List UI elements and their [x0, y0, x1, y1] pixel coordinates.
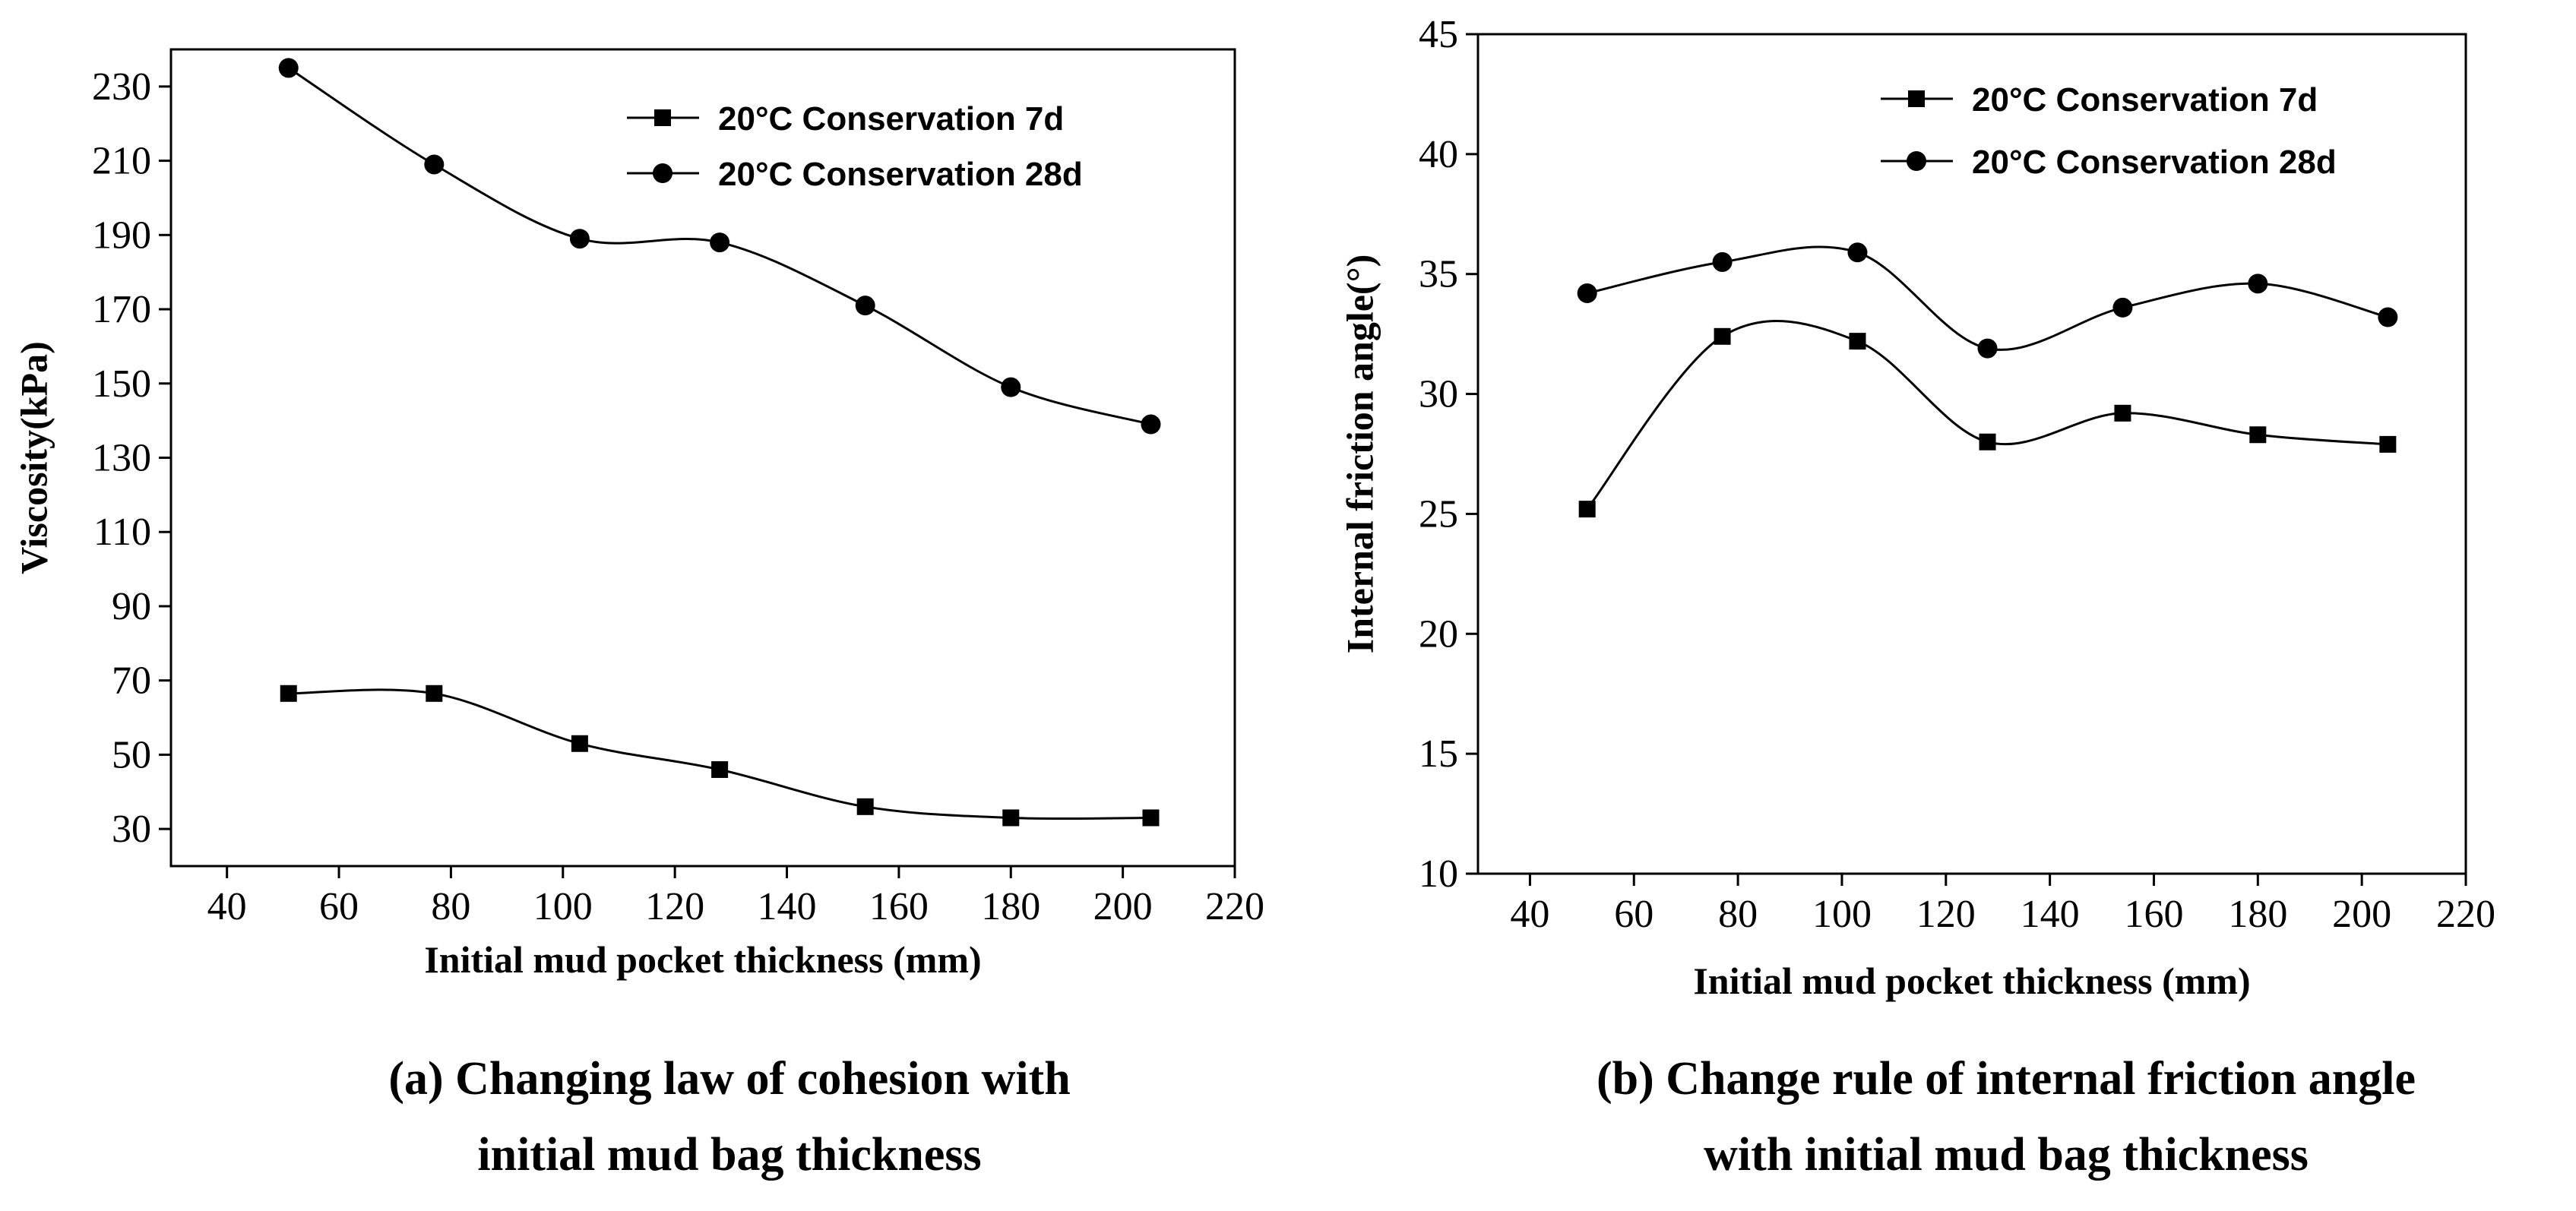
data-point [1141, 414, 1161, 435]
x-tick-label: 120 [645, 885, 704, 928]
legend-marker [654, 109, 671, 126]
legend-entry: 20°C Conservation 7d [627, 100, 1064, 138]
x-tick-label: 40 [1510, 893, 1549, 936]
y-tick-label: 30 [112, 808, 151, 851]
data-point [280, 685, 297, 702]
data-point [2248, 274, 2268, 294]
data-point [569, 229, 590, 249]
data-point [571, 735, 588, 752]
y-tick-label: 190 [92, 213, 151, 257]
x-tick-label: 120 [1916, 893, 1976, 936]
x-tick-label: 60 [1614, 893, 1654, 936]
x-tick-label: 140 [2021, 893, 2080, 936]
series-line [1587, 245, 2388, 351]
y-tick-label: 230 [92, 65, 151, 109]
x-tick-label: 100 [533, 885, 593, 928]
data-point [1142, 809, 1160, 827]
y-tick-label: 15 [1419, 732, 1458, 776]
x-axis-title: Initial mud pocket thickness (mm) [1693, 960, 2250, 1002]
series-7d [280, 685, 1160, 827]
y-tick-label: 10 [1419, 852, 1458, 896]
chart-a-cohesion: 40 60 80 100 120 140 160 180 200 220 30 50 70 90 110 13… [12, 48, 1264, 1181]
y-tick-label: 130 [92, 437, 151, 480]
legend-label: 20°C Conservation 28d [1972, 144, 2337, 181]
data-point [856, 798, 874, 815]
series-line [288, 688, 1151, 821]
data-point [710, 232, 730, 253]
series-28d [1577, 242, 2398, 359]
legend-entry: 20°C Conservation 28d [627, 156, 1083, 193]
data-point [424, 154, 445, 175]
legend-entry: 20°C Conservation 28d [1881, 144, 2337, 181]
y-tick-label: 45 [1419, 13, 1458, 56]
legend-marker [1908, 90, 1925, 107]
data-point [1979, 433, 1996, 451]
data-point [1578, 501, 1596, 518]
data-point [1712, 251, 1733, 272]
figure-caption: (b) Change rule of internal friction ang… [1597, 1053, 2416, 1105]
y-axis-title: Internal friction angle(°) [1338, 255, 1381, 653]
y-tick-label: 30 [1419, 373, 1458, 416]
y-tick-label: 150 [92, 362, 151, 406]
data-point [2249, 426, 2267, 444]
series-28d [278, 58, 1161, 435]
data-point [855, 296, 875, 316]
y-tick-label: 20 [1419, 612, 1458, 656]
legend-label: 20°C Conservation 7d [718, 100, 1064, 138]
y-tick-label: 35 [1419, 253, 1458, 296]
data-point [2114, 404, 2131, 422]
legend-label: 20°C Conservation 7d [1972, 81, 2318, 119]
x-tick-label: 220 [2436, 893, 2495, 936]
x-tick-label: 180 [2228, 893, 2287, 936]
series-7d [1578, 319, 2397, 518]
y-tick-label: 170 [92, 288, 151, 331]
y-tick-label: 25 [1419, 492, 1458, 536]
data-point [1001, 377, 1021, 397]
data-point [2112, 297, 2133, 318]
x-tick-label: 220 [1205, 885, 1264, 928]
x-tick-label: 160 [869, 885, 929, 928]
data-point [426, 685, 443, 702]
x-tick-label: 60 [319, 885, 359, 928]
plot-frame [1476, 33, 2467, 875]
x-tick-label: 140 [758, 885, 817, 928]
y-tick-label: 50 [112, 733, 151, 776]
data-point [1714, 327, 1731, 345]
data-point [1977, 338, 1998, 359]
data-point [2378, 307, 2398, 327]
data-point [1847, 242, 1868, 263]
legend-marker [1907, 151, 1926, 171]
x-tick-label: 200 [2332, 893, 2391, 936]
figure-caption: initial mud bag thickness [477, 1129, 981, 1181]
x-axis-title: Initial mud pocket thickness (mm) [424, 938, 981, 981]
y-tick-label: 70 [112, 659, 151, 703]
y-axis-title: Viscosity(kPa) [12, 341, 55, 574]
legend-entry: 20°C Conservation 7d [1881, 81, 2318, 119]
data-point [2379, 435, 2397, 453]
x-tick-label: 100 [1812, 893, 1872, 936]
data-point [1002, 809, 1020, 827]
x-tick-label: 180 [981, 885, 1040, 928]
y-tick-label: 110 [93, 511, 151, 554]
y-tick-label: 40 [1419, 133, 1458, 176]
data-point [1577, 283, 1597, 303]
x-tick-label: 80 [1718, 893, 1758, 936]
y-tick-label: 210 [92, 140, 151, 183]
chart-b-friction-angle: 40 60 80 100 120 140 160 180 200 220 10 15 20 25 30 35 4… [1338, 13, 2495, 1181]
legend-marker [653, 163, 672, 183]
data-point [1849, 333, 1866, 350]
legend-label: 20°C Conservation 28d [718, 156, 1083, 193]
figure-caption: with initial mud bag thickness [1704, 1129, 2309, 1181]
x-tick-label: 200 [1093, 885, 1153, 928]
y-tick-label: 90 [112, 585, 151, 628]
x-tick-label: 40 [207, 885, 247, 928]
data-point [711, 760, 729, 778]
x-tick-label: 160 [2124, 893, 2183, 936]
x-tick-label: 80 [431, 885, 470, 928]
figure-caption: (a) Changing law of cohesion with [388, 1053, 1070, 1105]
data-point [278, 58, 299, 78]
